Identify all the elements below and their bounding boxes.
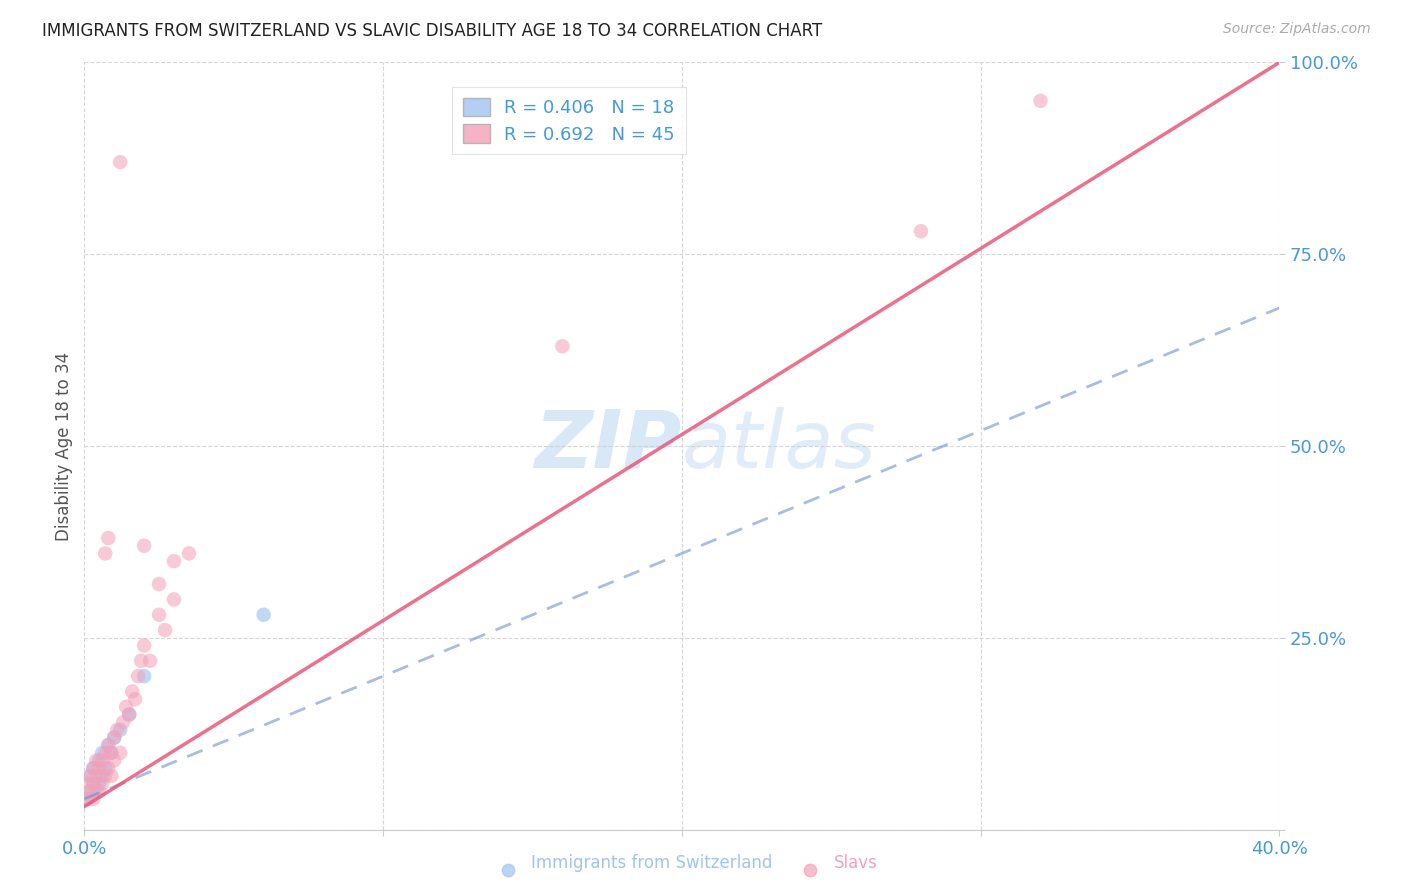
Point bbox=[103, 754, 125, 768]
Point bbox=[89, 776, 111, 790]
Point bbox=[105, 723, 128, 737]
Point bbox=[79, 784, 101, 798]
Point bbox=[132, 639, 156, 653]
Point bbox=[94, 769, 117, 783]
Point bbox=[115, 699, 138, 714]
Point bbox=[82, 761, 104, 775]
Point bbox=[94, 761, 117, 775]
Point bbox=[79, 769, 101, 783]
Point bbox=[91, 776, 114, 790]
Point bbox=[551, 339, 574, 353]
Point bbox=[86, 769, 108, 783]
Y-axis label: Disability Age 18 to 34: Disability Age 18 to 34 bbox=[55, 351, 73, 541]
Point bbox=[148, 607, 170, 622]
Legend: R = 0.406   N = 18, R = 0.692   N = 45: R = 0.406 N = 18, R = 0.692 N = 45 bbox=[451, 87, 686, 154]
Point bbox=[82, 776, 104, 790]
Point bbox=[86, 754, 108, 768]
Point bbox=[253, 607, 276, 622]
Point bbox=[110, 155, 132, 169]
Point bbox=[132, 539, 156, 553]
Point bbox=[163, 554, 186, 568]
Point bbox=[97, 531, 120, 545]
Point bbox=[76, 776, 98, 790]
Point bbox=[86, 784, 108, 798]
Point bbox=[79, 769, 101, 783]
Point bbox=[129, 654, 152, 668]
Point bbox=[97, 738, 120, 752]
Point bbox=[103, 731, 125, 745]
Text: IMMIGRANTS FROM SWITZERLAND VS SLAVIC DISABILITY AGE 18 TO 34 CORRELATION CHART: IMMIGRANTS FROM SWITZERLAND VS SLAVIC DI… bbox=[42, 22, 823, 40]
Point bbox=[91, 746, 114, 760]
Point bbox=[82, 776, 104, 790]
Point bbox=[110, 723, 132, 737]
Point bbox=[100, 769, 122, 783]
Point bbox=[110, 746, 132, 760]
Point bbox=[82, 761, 104, 775]
Point bbox=[121, 684, 143, 698]
Point bbox=[112, 715, 135, 730]
Point bbox=[496, 863, 519, 877]
Point bbox=[148, 577, 170, 591]
Point bbox=[82, 792, 104, 806]
Point bbox=[97, 761, 120, 775]
Point bbox=[799, 863, 821, 877]
Text: Source: ZipAtlas.com: Source: ZipAtlas.com bbox=[1223, 22, 1371, 37]
Point bbox=[163, 592, 186, 607]
Point bbox=[89, 754, 111, 768]
Point bbox=[132, 669, 156, 683]
Point bbox=[118, 707, 141, 722]
Point bbox=[1029, 94, 1052, 108]
Point bbox=[100, 746, 122, 760]
Point bbox=[153, 623, 176, 637]
Point bbox=[910, 224, 932, 238]
Point bbox=[177, 546, 200, 560]
Point bbox=[91, 754, 114, 768]
Point bbox=[76, 792, 98, 806]
Point bbox=[118, 707, 141, 722]
Point bbox=[100, 746, 122, 760]
Point bbox=[127, 669, 149, 683]
Text: Immigrants from Switzerland: Immigrants from Switzerland bbox=[531, 855, 773, 872]
Point bbox=[103, 731, 125, 745]
Point bbox=[94, 746, 117, 760]
Point bbox=[124, 692, 146, 706]
Point bbox=[79, 784, 101, 798]
Text: Slavs: Slavs bbox=[834, 855, 877, 872]
Point bbox=[89, 761, 111, 775]
Text: atlas: atlas bbox=[682, 407, 877, 485]
Point bbox=[89, 784, 111, 798]
Point bbox=[97, 738, 120, 752]
Point bbox=[139, 654, 162, 668]
Point bbox=[94, 546, 117, 560]
Text: ZIP: ZIP bbox=[534, 407, 682, 485]
Point bbox=[91, 769, 114, 783]
Point bbox=[76, 792, 98, 806]
